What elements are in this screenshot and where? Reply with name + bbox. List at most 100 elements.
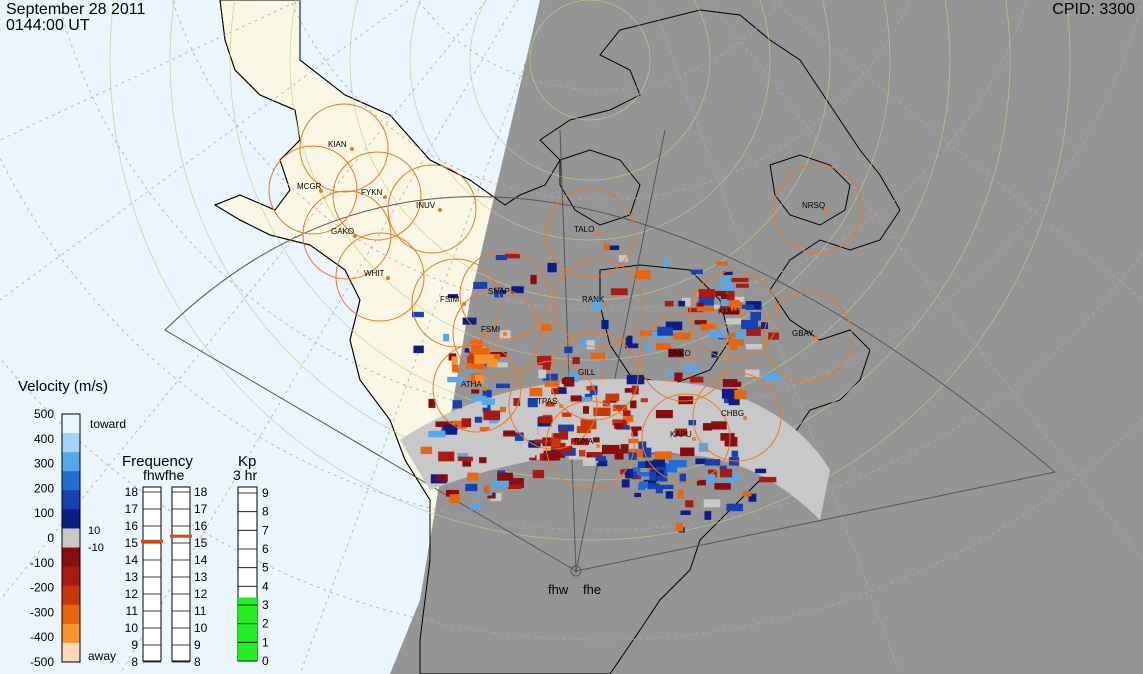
kp-tick-label: 3 bbox=[262, 598, 269, 612]
scatter-cell bbox=[715, 290, 727, 297]
station-label-tpas: TPAS bbox=[537, 397, 557, 406]
kp-tick-labels: 9 8 7 6 5 4 3 2 1 0 bbox=[262, 486, 269, 668]
scatter-cell bbox=[674, 372, 683, 381]
scatter-cell bbox=[688, 420, 697, 426]
scatter-cell bbox=[593, 407, 611, 416]
scatter-cell bbox=[579, 449, 586, 457]
scatter-cell bbox=[412, 311, 424, 318]
night-coastline bbox=[599, 264, 731, 386]
scatter-cell bbox=[649, 471, 657, 481]
scatter-cell bbox=[597, 460, 608, 467]
scatter-cell bbox=[696, 302, 704, 308]
scatter-cell bbox=[534, 439, 552, 444]
scatter-cell bbox=[500, 406, 506, 413]
scatter-cell bbox=[541, 323, 552, 331]
scatter-cell bbox=[634, 492, 642, 498]
scatter-cell bbox=[725, 318, 742, 325]
scatter-cell bbox=[630, 400, 637, 409]
scatter-cell bbox=[618, 255, 628, 262]
scatter-cell bbox=[486, 359, 498, 367]
scatter-cell bbox=[735, 331, 747, 340]
frequency-tick-label: 10 bbox=[125, 621, 139, 635]
scatter-cell bbox=[642, 447, 652, 458]
station-label-inuv: INUV bbox=[416, 201, 436, 210]
scatter-cell bbox=[610, 288, 628, 296]
scatter-cell bbox=[570, 395, 582, 402]
velocity-color-segment bbox=[62, 414, 80, 434]
scatter-cell bbox=[543, 450, 561, 461]
station-range-circles bbox=[268, 103, 863, 490]
frequency-tick-label: 16 bbox=[125, 519, 139, 533]
scatter-cell bbox=[647, 483, 660, 490]
kp-tick-label: 6 bbox=[262, 542, 269, 556]
mlt-circle bbox=[409, 0, 771, 241]
scatter-cell bbox=[723, 271, 733, 276]
scatter-cell bbox=[551, 445, 562, 452]
scatter-cell bbox=[452, 364, 459, 373]
scatter-cell bbox=[602, 400, 611, 407]
scatter-cell bbox=[631, 427, 638, 437]
scatter-cell bbox=[443, 333, 450, 342]
time-label: 0144:00 UT bbox=[6, 17, 90, 34]
scatter-cell bbox=[580, 419, 597, 430]
scatter-cell bbox=[720, 286, 735, 293]
scatter-cell bbox=[755, 468, 767, 474]
scatter-cell bbox=[690, 376, 704, 383]
longitude-line bbox=[772, 0, 1143, 301]
station-label-rina: RINA bbox=[574, 437, 594, 446]
latitude-circle bbox=[289, 0, 911, 201]
scatter-cell bbox=[773, 470, 790, 480]
scatter-cell bbox=[465, 483, 478, 492]
scatter-cell bbox=[664, 463, 678, 473]
velocity-color-segment bbox=[62, 566, 80, 587]
scatter-cell bbox=[668, 370, 676, 377]
longitude-line bbox=[299, 0, 549, 674]
scatter-cell bbox=[719, 304, 736, 313]
scatter-cell bbox=[601, 444, 620, 454]
velocity-tick-labels: 500 400 300 200 100 0 -100 -200 -300 -400 -500 bbox=[30, 407, 54, 669]
scatter-cell bbox=[436, 474, 448, 482]
scatter-cell bbox=[592, 437, 600, 443]
station-range-circle bbox=[268, 145, 358, 235]
station-range-circle bbox=[763, 292, 853, 382]
radar-label-fhw: fhw bbox=[548, 582, 569, 597]
scatter-cell bbox=[551, 388, 559, 395]
scatter-cell bbox=[496, 383, 510, 389]
scatter-cell bbox=[728, 338, 745, 347]
station-dot bbox=[690, 356, 694, 360]
scatter-cell bbox=[483, 485, 490, 494]
scatter-cell bbox=[462, 460, 472, 467]
frequency-tick-label: 13 bbox=[194, 570, 208, 584]
velocity-tick-label: -100 bbox=[30, 556, 54, 570]
radar-label-fhe: fhe bbox=[583, 582, 601, 597]
scatter-cell bbox=[722, 473, 740, 482]
station-label-kuuj: KUUJ bbox=[718, 307, 739, 316]
scatter-cell bbox=[734, 389, 747, 400]
scatter-cell bbox=[505, 253, 521, 259]
velocity-color-segment bbox=[62, 547, 80, 568]
scatter-cell bbox=[563, 377, 575, 387]
fov-outline bbox=[164, 196, 1057, 572]
station-dot bbox=[604, 302, 608, 306]
station-label-snap: SNAP bbox=[488, 287, 510, 296]
velocity-tick-label: 500 bbox=[34, 407, 54, 421]
scatter-cell bbox=[452, 420, 467, 429]
station-label-kapu: KAPU bbox=[670, 430, 692, 439]
frequency-tick-label: 10 bbox=[194, 621, 208, 635]
scatter-cell bbox=[482, 389, 492, 398]
kp-title: Kp bbox=[238, 453, 256, 470]
frequency-tick-label: 11 bbox=[126, 604, 139, 618]
scatter-cell bbox=[479, 426, 490, 431]
scatter-cell bbox=[711, 421, 727, 430]
velocity-title: Velocity (m/s) bbox=[18, 378, 108, 395]
velocity-color-segment bbox=[62, 604, 80, 625]
velocity-colorbar bbox=[61, 413, 81, 663]
frequency-tick-label: 18 bbox=[125, 485, 139, 499]
station-label-fsim: FSIM bbox=[440, 295, 459, 304]
station-dot bbox=[483, 387, 487, 391]
velocity-color-segment bbox=[62, 433, 80, 453]
frequency-column-fhw bbox=[142, 486, 162, 662]
scatter-cell bbox=[616, 425, 630, 430]
scatter-cell bbox=[625, 343, 639, 349]
